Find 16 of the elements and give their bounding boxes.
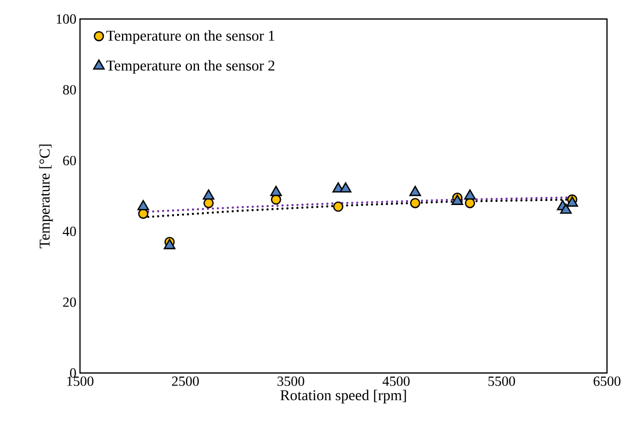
x-tick-label: 6500 [594,376,620,386]
y-tick-label: 20 [63,297,76,307]
x-tick-label: 4500 [382,376,410,386]
x-tick-label: 3500 [278,376,304,386]
x-tick-label: 1500 [67,376,94,386]
x-tick-label: 5500 [488,376,516,386]
y-tick-label: 60 [63,156,76,166]
y-tick-label: 40 [62,226,76,236]
y-tick-label: 100 [56,14,76,24]
legend-label: Temperature on the sensor 2 [106,60,274,74]
x-axis-title: Rotation speed [rpm] [280,390,406,404]
y-tick-label: 0 [70,368,76,378]
legend-label: Temperature on the sensor 1 [106,30,274,44]
y-tick-label: 80 [63,85,76,95]
y-axis-title: Temperature [°C] [39,144,53,248]
x-tick-label: 2500 [172,376,199,386]
